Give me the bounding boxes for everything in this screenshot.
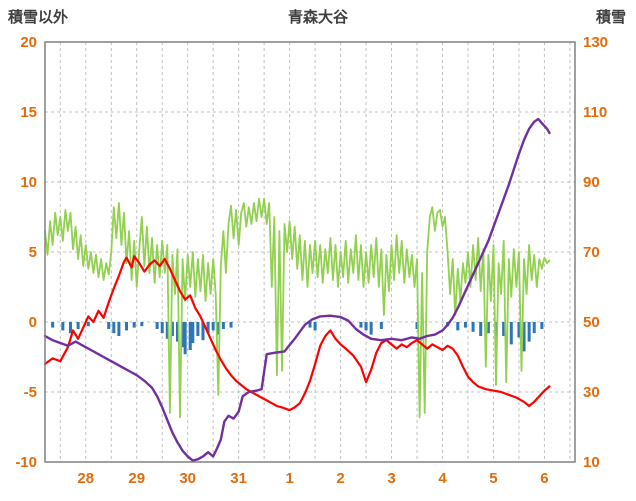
green-line — [44, 197, 551, 419]
left-axis-tick-label: 10 — [20, 174, 37, 191]
right-axis-tick-label: 50 — [583, 314, 600, 331]
right-axis-tick-label: 30 — [583, 384, 600, 401]
x-axis-tick-label: 29 — [128, 470, 145, 487]
right-axis-tick-label: 10 — [583, 454, 600, 471]
plot-border — [44, 41, 576, 463]
x-axis-tick-label: 4 — [438, 470, 447, 487]
x-axis-tick-label: 30 — [179, 470, 196, 487]
left-axis-tick-label: 20 — [20, 34, 37, 51]
chart-header: 青森大谷 積雪以外 積雪 — [0, 6, 636, 27]
x-axis-tick-label: 6 — [540, 470, 548, 487]
x-axis-tick-label: 2 — [336, 470, 344, 487]
right-axis-tick-label: 110 — [583, 104, 607, 121]
red-line — [43, 255, 551, 412]
right-axis-tick-label: 90 — [583, 174, 600, 191]
right-axis-tick-label: 70 — [583, 244, 600, 261]
left-axis-tick-label: 0 — [29, 314, 37, 331]
right-axis-tick-label: 130 — [583, 34, 608, 51]
left-axis-tick-label: 15 — [20, 104, 37, 121]
right-axis-caption: 積雪 — [595, 9, 626, 26]
x-axis-tick-label: 5 — [489, 470, 497, 487]
x-axis-tick-label: 3 — [387, 470, 395, 487]
left-axis-tick-label: -5 — [24, 384, 37, 401]
purple-line — [43, 117, 551, 462]
left-axis-tick-label: -10 — [15, 454, 37, 471]
left-axis-caption: 積雪以外 — [8, 9, 69, 26]
left-axis-tick-label: 5 — [29, 244, 37, 261]
blue-bars — [51, 322, 544, 355]
x-axis-tick-label: 31 — [230, 470, 247, 487]
x-axis-tick-label: 28 — [77, 470, 94, 487]
x-axis-tick-label: 1 — [285, 470, 293, 487]
chart-title: 青森大谷 — [287, 9, 348, 26]
